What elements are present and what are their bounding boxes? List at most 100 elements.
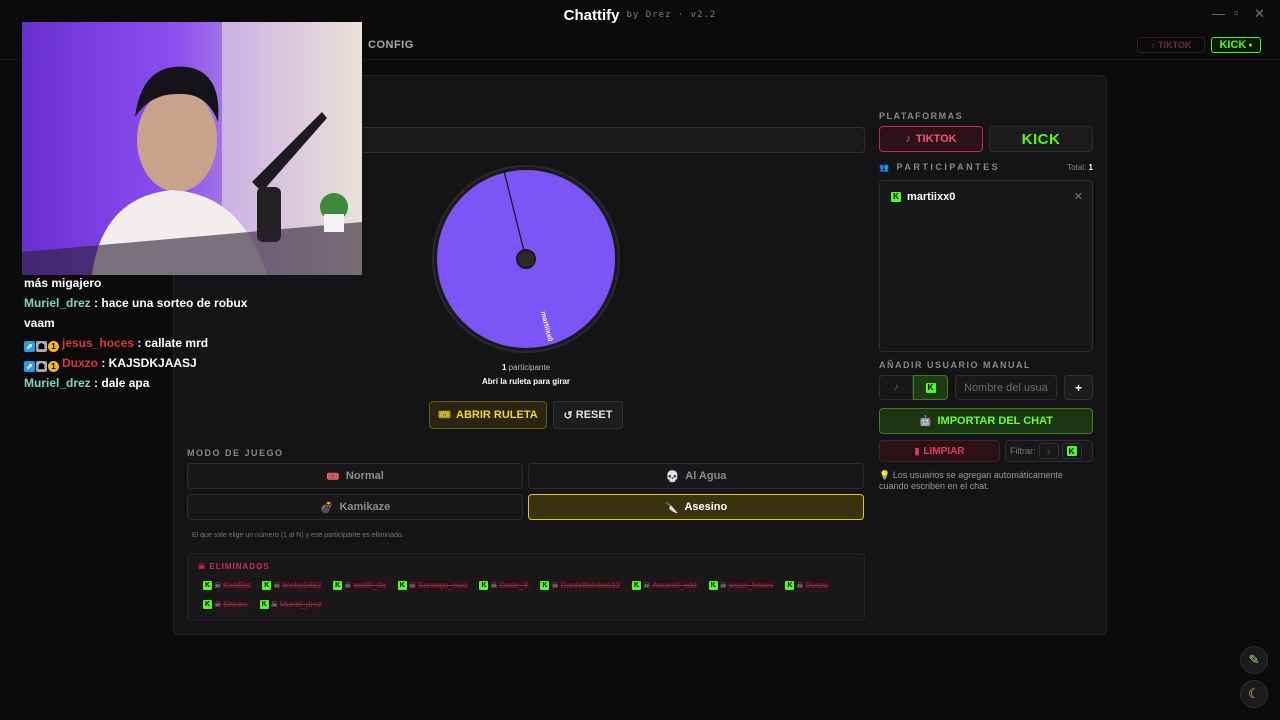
chat-message-text: hace una sorteo de robux vaam [24,296,248,330]
username-input[interactable] [955,375,1057,400]
platform-tiktok-label: TIKTOK [915,133,957,145]
eliminated-item: K ☠ Muriel_drez [256,598,325,611]
filter-kick-toggle[interactable]: K [1061,443,1082,459]
platform-tiktok-button[interactable]: ♪ TIKTOK [879,126,983,152]
mode-asesino-label: Asesino [684,501,728,513]
eliminated-name: Sarango_owo [417,581,468,590]
ticket-icon: 🎟 [438,409,451,421]
edit-button[interactable]: ✎ [1240,646,1268,674]
participant-count-value: 1 [501,363,507,372]
info-note-text: Los usuarios se agregan automáticamente … [879,470,1063,491]
tiktok-icon: ♪ [905,133,911,145]
skull-icon: ☠ [796,581,804,590]
select-kick-toggle[interactable]: K [913,375,948,400]
mode-asesino-button[interactable]: 🔪 Asesino [528,494,864,520]
open-wheel-button[interactable]: 🎟 ABRIR RULETA [429,401,547,429]
nav-tiktok-status[interactable]: ♪ TIKTOK [1137,37,1205,53]
chat-message: Muriel_drez : hace una sorteo de robux v… [24,296,248,330]
participant-name: martiixx0 [907,190,956,203]
reset-button[interactable]: ↺ RESET [553,401,623,429]
chat-username: jesus_hoces [62,336,135,350]
minimize-button[interactable]: — [1212,6,1225,21]
trash-icon: ▮ [914,445,920,456]
ticket-icon: 🎟️ [326,470,340,483]
skull-icon: ☠ [214,600,222,609]
eliminated-item: K ☠ DaniVillalobos12 [537,579,624,592]
info-note: 💡 Los usuarios se agregan automáticament… [879,470,1093,492]
chat-overlay: más migajero Muriel_drez : hace una sort… [24,273,264,393]
close-button[interactable]: ✕ [1254,6,1265,21]
nav-bar: CONFIG ♪ TIKTOK KICK ● [0,30,1280,60]
participant-count-word: participante [508,363,551,372]
manual-add-label: AÑADIR USUARIO MANUAL [879,360,1031,370]
sub-badge-icon: 1 [48,361,59,372]
filter-tiktok-toggle[interactable]: ♪ [1038,443,1059,459]
refresh-icon: ↺ [563,409,573,422]
theme-toggle-button[interactable]: ☾ [1240,680,1268,708]
tab-config[interactable]: CONFIG [368,39,414,51]
total-label: Total: [1067,162,1087,172]
participants-label: 👥 PARTICIPANTES [879,162,1000,172]
participant-count: 1 participante [431,363,621,372]
list-item[interactable]: K martiixx0 ✕ [891,190,1083,203]
chat-message-text: KAJSDKJAASJ [108,356,197,370]
import-chat-button[interactable]: 🤖 IMPORTAR DEL CHAT [879,408,1093,434]
skull-icon: 💀 [665,470,680,483]
eliminated-item: K ☠ Duxzo [782,579,832,592]
sub-badge-icon: 1 [48,341,59,352]
mode-normal-label: Normal [345,470,384,482]
eliminated-item: K ☠ Amarall_xdd [629,579,700,592]
lightbulb-icon: 💡 [879,470,891,480]
mode-kamikaze-button[interactable]: 💣 Kamikaze [187,494,523,520]
mod-badge-icon: ☗ [36,341,47,352]
skull-icon: ☠ [273,581,281,590]
pencil-icon: ✎ [1248,652,1260,667]
tiktok-icon: ♪ [1046,446,1051,456]
nav-tiktok-label: TIKTOK [1158,40,1192,50]
eliminated-item: K ☠ Sarango_owo [394,579,471,592]
nav-kick-status[interactable]: KICK ● [1211,37,1261,53]
clear-label: LIMPIAR [923,445,965,457]
eliminated-box: ☠ ELIMINADOS K ☠ KickBot K ☠ lincho1682 K ☠ mali… [187,553,865,621]
eliminated-name: jesus_hoces [728,581,774,590]
participants-total: Total: 1 [1067,163,1093,172]
eliminated-item: K ☠ jesus_hoces [705,579,777,592]
kick-icon: K [925,382,936,393]
wheel-hub [516,249,536,269]
mode-kamikaze-label: Kamikaze [339,501,391,513]
skull-icon: ☠ [551,581,559,590]
clear-button[interactable]: ▮ LIMPIAR [879,440,1000,462]
skull-icon: ☠ [643,581,651,590]
add-user-button[interactable]: + [1064,375,1093,400]
app-title: Chattify [563,6,620,24]
search-strip[interactable] [360,127,865,153]
platform-kick-button[interactable]: KICK [989,126,1093,152]
skull-icon: ☠ [344,581,352,590]
moon-icon: ☾ [1248,686,1260,701]
mode-normal-button[interactable]: 🎟️ Normal [187,463,523,489]
chat-message: ⇗ ☗ 1 Duxzo : KAJSDKJAASJ [24,353,264,373]
participants-label-text: PARTICIPANTES [896,162,1001,172]
maximize-button[interactable]: ▫ [1234,5,1239,20]
kick-icon: K [397,581,407,590]
eliminated-name: Shinko [223,600,248,609]
eliminated-item: K ☠ Shinko [200,598,251,611]
chat-message: más migajero [24,273,264,293]
mode-al-agua-label: Al Agua [685,470,727,482]
knife-icon: 🔪 [664,501,679,514]
verified-badge-icon: ⇗ [24,341,35,352]
remove-icon[interactable]: ✕ [1073,191,1083,203]
eliminated-name: Muriel_drez [279,600,322,609]
mode-al-agua-button[interactable]: 💀 Al Agua [528,463,864,489]
skull-icon: ☠ [198,562,207,571]
chat-message-text: dale apa [101,376,150,390]
chat-badges: ⇗ ☗ 1 [24,361,59,372]
open-wheel-label: ABRIR RULETA [456,409,538,421]
chat-message: Muriel_drez : dale apa [24,376,150,390]
skull-icon: ☠ [490,581,498,590]
chat-username: Muriel_drez [24,296,91,310]
roulette-wheel[interactable]: martiixx0 [431,164,621,354]
select-tiktok-toggle[interactable]: ♪ [879,375,913,400]
kick-icon: K [333,581,343,590]
platform-kick-label: KICK [1021,130,1061,148]
